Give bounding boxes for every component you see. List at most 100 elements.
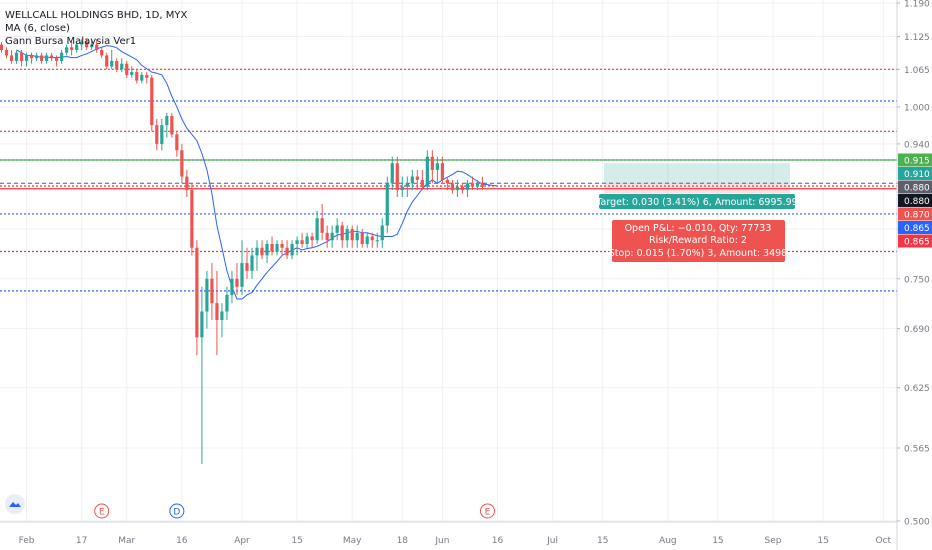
candle [390, 156, 394, 191]
candle [370, 232, 374, 248]
candle [450, 179, 454, 194]
candle-body [4, 49, 9, 56]
candle [305, 232, 309, 248]
candle-body [480, 183, 485, 187]
event-marker-letter: D [173, 507, 180, 517]
tradingview-logo-icon[interactable] [5, 494, 25, 514]
candle [245, 247, 249, 279]
candle-body [185, 176, 189, 191]
candle-body [145, 74, 149, 78]
candle [400, 176, 404, 198]
candle-body [210, 278, 214, 304]
candle [80, 39, 84, 50]
price-badge [898, 166, 932, 180]
time-tick-label: Sep [765, 536, 782, 546]
candle [155, 118, 159, 151]
price-axis-bg [897, 0, 932, 550]
target-label-text: Target: 0.030 (3.41%) 6, Amount: 6995.99 [595, 197, 797, 208]
candle-body [9, 55, 14, 61]
time-tick-label: 15 [817, 536, 828, 546]
candle [220, 303, 224, 338]
candle-body [300, 240, 304, 244]
candle-body [385, 183, 389, 226]
event-marker-letter: E [485, 507, 491, 517]
price-badge-label: 0.865 [904, 224, 930, 234]
candle-body [170, 115, 174, 135]
candle [345, 225, 349, 248]
candle-body [455, 186, 460, 191]
candle-body [280, 243, 284, 248]
candle-body [425, 156, 429, 187]
price-badge-label: 0.910 [904, 170, 930, 180]
candle-body [165, 115, 169, 126]
candle [215, 270, 219, 356]
candle [395, 156, 399, 198]
gann-indicator-label[interactable]: Gann Bursa Malaysia Ver1 [5, 36, 137, 47]
candle [410, 169, 414, 191]
candle [280, 240, 284, 256]
candle-body [125, 63, 129, 75]
candle [50, 52, 54, 61]
candle-body [450, 183, 454, 191]
candle-body [380, 225, 384, 241]
price-badge-label: 0.880 [904, 197, 930, 207]
candle [95, 39, 99, 53]
candle [165, 112, 169, 138]
candle-body [265, 243, 269, 256]
candle-body [29, 55, 34, 59]
price-badge [898, 153, 932, 167]
price-badge [898, 207, 932, 221]
candle [375, 232, 379, 248]
candle-body [320, 218, 324, 233]
price-tick-label: 1.125 [904, 33, 930, 43]
candle-body [95, 44, 99, 50]
candle [320, 204, 324, 241]
candle-body [275, 243, 279, 252]
candle [365, 232, 369, 248]
time-tick-label: 15 [597, 536, 608, 546]
candle-body [445, 179, 449, 184]
candle [135, 69, 139, 84]
candle [210, 263, 214, 320]
candle [90, 39, 94, 50]
time-tick-label: May [343, 536, 362, 546]
candle [350, 225, 354, 248]
candle-body [70, 47, 74, 50]
candle [70, 41, 74, 56]
candle [55, 55, 59, 67]
symbol-title[interactable]: WELLCALL HOLDINGS BHD, 1D, MYX [5, 10, 188, 21]
price-badge [898, 220, 932, 234]
candle [105, 52, 109, 70]
candle-body [120, 63, 124, 70]
time-tick-label: 16 [492, 536, 504, 546]
candle-body [19, 52, 24, 61]
stop-label-box [612, 220, 785, 262]
candle [430, 150, 434, 184]
price-tick-label: 0.625 [904, 384, 930, 394]
candle-body [305, 236, 309, 244]
gann-levels [0, 68, 897, 292]
candle-body [335, 225, 339, 233]
candle [330, 225, 334, 248]
candle-body [330, 232, 334, 241]
time-axis: Feb 17 Mar 16 Apr 15 May 18 Jun 16 Jul 15 Aug 15 Sep 15… [0, 521, 897, 546]
candle-body [130, 72, 134, 75]
candle [65, 44, 69, 56]
event-marker-circle [94, 503, 110, 519]
candle-body [325, 232, 329, 241]
stop-label-text: Stop: 0.015 (1.70%) 3, Amount: 3498 [609, 248, 787, 259]
candle [310, 232, 314, 248]
candle [170, 112, 174, 138]
time-tick-label: Jul [546, 536, 558, 546]
candle-body [460, 186, 465, 191]
candle-body [345, 229, 349, 241]
candle-body [75, 44, 79, 50]
candle-body [180, 150, 184, 177]
candle-body [270, 243, 274, 252]
candle [380, 218, 384, 248]
price-tick-label: 1.190 [904, 0, 930, 10]
ma-indicator-label[interactable]: MA (6, close) [5, 23, 70, 34]
